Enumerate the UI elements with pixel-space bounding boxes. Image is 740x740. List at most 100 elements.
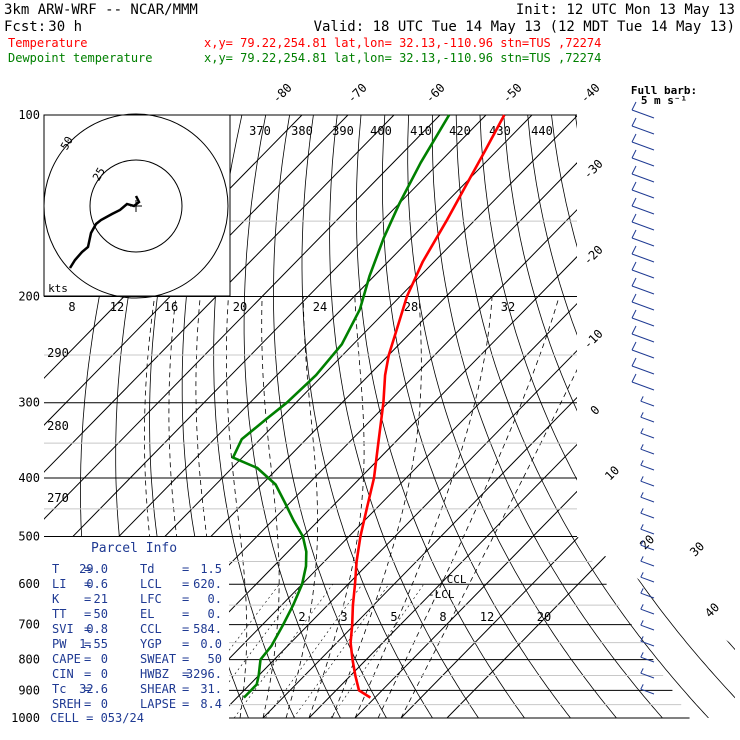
pressure-tick-label: 900 [18, 683, 40, 697]
hodograph: 50 25 kts [43, 113, 231, 299]
isotherm-label: 20 [637, 532, 657, 552]
hodograph-ring-inner [89, 159, 183, 253]
parcel-info-cell: PW [52, 637, 67, 651]
parcel-info-cell: 0 [101, 652, 108, 666]
mixing-ratio-line [293, 584, 390, 718]
parcel-info-cell: SHEAR [140, 682, 177, 696]
wind-barb [640, 560, 655, 567]
dry-adiabat [670, 115, 735, 718]
parcel-info-cell: = [182, 652, 189, 666]
barb-key-unit: 5 m s⁻¹ [641, 94, 687, 107]
pressure-tick-label: 300 [18, 396, 40, 410]
mixing-ratio-label: 5 [390, 610, 397, 624]
wind-barb [631, 109, 655, 119]
wind-barb-flag [631, 181, 637, 191]
mixing-ratio-line [233, 584, 334, 718]
wind-barb-flag [640, 524, 644, 530]
wind-barb [631, 125, 655, 135]
mixing-ratio-label: 3 [340, 610, 347, 624]
wind-barb-flag [640, 508, 644, 514]
model-title: 3km ARW-WRF -- NCAR/MMM [4, 2, 198, 18]
parcel-info-cell: 21 [94, 592, 108, 606]
wind-barb-flag [631, 277, 637, 287]
wind-barb-flag [631, 341, 637, 351]
parcel-info-cell: = [182, 697, 189, 711]
hodograph-unit-label: kts [48, 282, 68, 295]
parcel-info-cell: = [182, 592, 189, 606]
wind-barb-flag [631, 133, 637, 143]
dewpoint-trace [231, 114, 451, 699]
parcel-info-cell: TT [52, 607, 66, 621]
pressure-tick-label: 500 [18, 529, 40, 543]
isotherm-label: -60 [423, 81, 448, 106]
isotherm-line [44, 115, 441, 718]
wind-barb-flag [640, 620, 644, 626]
isotherm-line [44, 115, 349, 718]
parcel-info-cell: T [52, 562, 59, 576]
wind-barb [640, 448, 655, 455]
mixing-ratio-label: 2 [298, 610, 305, 624]
parcel-info-cell: 620. [193, 577, 222, 591]
parcel-info-cell: = [84, 697, 91, 711]
dry-adiabat [301, 115, 433, 718]
parcel-info-title: Parcel Info [91, 541, 177, 556]
wind-barb [640, 624, 655, 631]
isotherm-line [308, 115, 735, 718]
isotherm-label: -70 [345, 81, 370, 106]
wind-barb-flag [640, 412, 644, 418]
parcel-info-cell: CIN [52, 667, 74, 681]
wind-barb [640, 400, 655, 407]
wind-barb [640, 432, 655, 439]
parcel-info-cell: LAPSE [140, 697, 176, 711]
hodograph-speed-tick: 32 [501, 300, 515, 314]
theta-e-top-tick: 370 [249, 124, 271, 138]
wind-barb-flag [640, 540, 644, 546]
parcel-info-cell: 0. [208, 592, 222, 606]
wind-barb-flag [631, 117, 637, 127]
wind-barb-flag [631, 149, 637, 159]
isotherm-label: 40 [702, 600, 722, 620]
temperature-legend: Temperature [8, 36, 87, 50]
theta-e-top-tick: 400 [370, 124, 392, 138]
dry-adiabat [574, 115, 735, 718]
dry-adiabat [646, 115, 735, 718]
wind-barb [631, 317, 655, 327]
dry-adiabat [503, 115, 735, 718]
isotherm-label: -80 [270, 81, 295, 106]
wind-barb-flag [640, 460, 644, 466]
wind-barb [631, 173, 655, 183]
isotherm-line [44, 115, 533, 718]
parcel-info-cell: 1.5 [200, 562, 222, 576]
pressure-tick-label: 200 [18, 290, 40, 304]
wind-barb [631, 285, 655, 295]
theta-label: 270 [47, 491, 69, 505]
isotherm-label: -40 [578, 81, 603, 106]
moist-adiabat [400, 296, 613, 718]
parcel-info-cell: CAPE [52, 652, 81, 666]
hodograph-ring-outer [43, 113, 229, 299]
moist-adiabat [285, 296, 318, 718]
parcel-info-cell: 8.4 [200, 697, 222, 711]
parcel-info-cell: 0 [101, 697, 108, 711]
parcel-info-cell: 0 [101, 667, 108, 681]
wind-barb [640, 656, 655, 663]
dry-adiabat [527, 115, 735, 718]
wind-barb-flag [640, 604, 644, 610]
forecast-label: Fcst: [4, 19, 46, 35]
sounding-traces: -CCL -LCL [231, 114, 506, 699]
wind-barb [640, 608, 655, 615]
parcel-info-cell: = [182, 562, 189, 576]
isotherm-line [446, 115, 735, 718]
parcel-info-cell: K [52, 592, 60, 606]
dry-adiabat [455, 115, 709, 718]
wind-barb [640, 688, 655, 695]
moist-adiabat [331, 296, 422, 718]
wind-barb-flag [631, 197, 637, 207]
wind-barb-flag [640, 556, 644, 562]
parcel-info-cell: SREH [52, 697, 81, 711]
init-time: Init: 12 UTC Mon 13 May 13 [516, 2, 735, 18]
wind-barb-flag [631, 325, 637, 335]
parcel-info-cell: YGP [140, 637, 162, 651]
parcel-info-cell: 0. [208, 607, 222, 621]
isotherm-label: 30 [687, 539, 707, 559]
